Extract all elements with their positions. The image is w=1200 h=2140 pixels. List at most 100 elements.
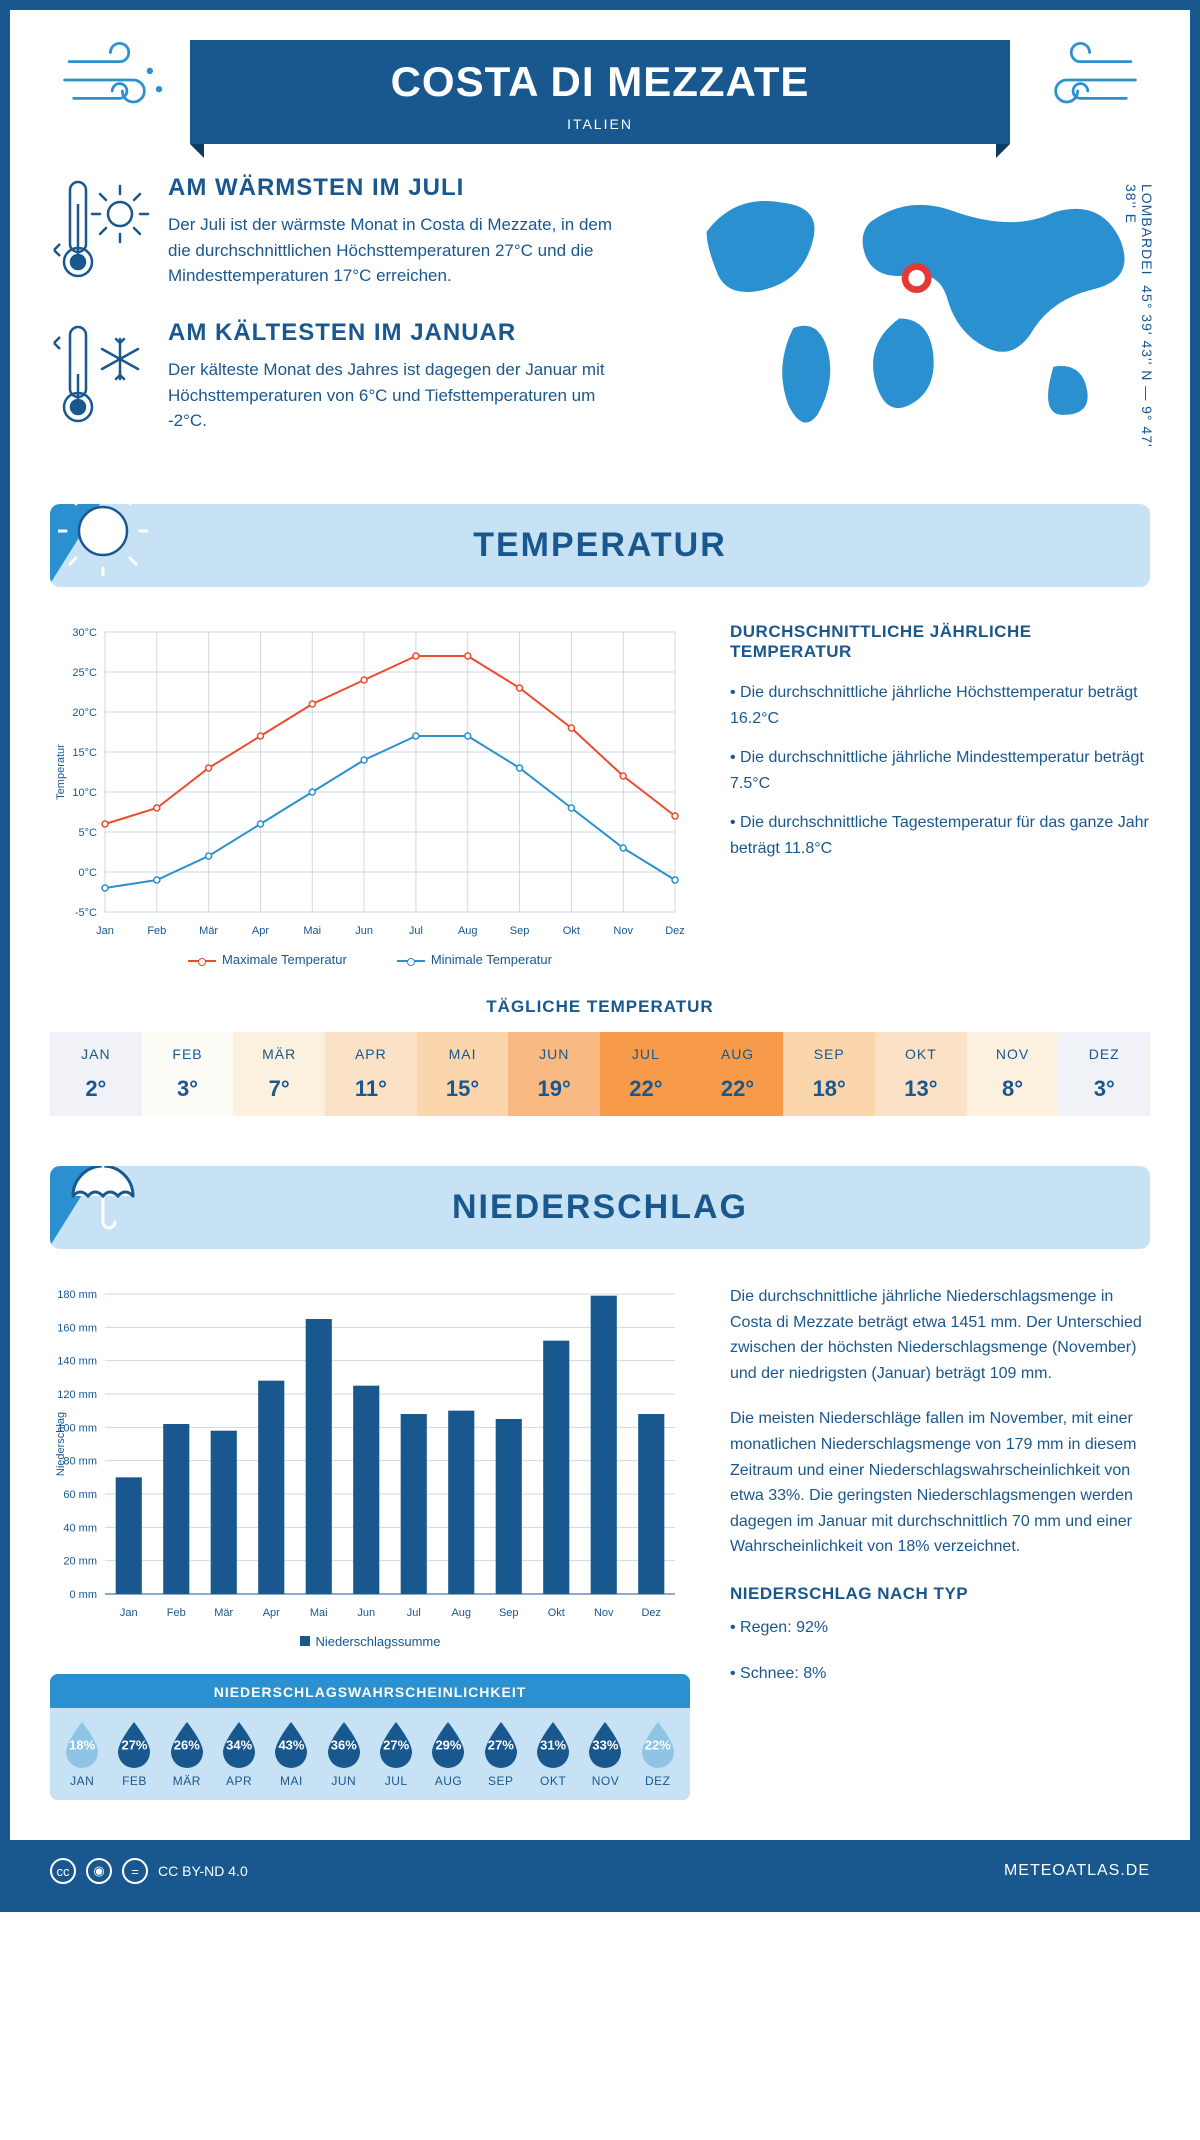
precip-text-2: Die meisten Niederschläge fallen im Nove… [730, 1406, 1150, 1560]
daily-temp-cell: DEZ3° [1058, 1032, 1150, 1116]
svg-text:0 mm: 0 mm [70, 1589, 98, 1601]
wind-icon [60, 40, 170, 125]
daily-temp-cell: JUN19° [508, 1032, 600, 1116]
svg-text:60 mm: 60 mm [63, 1489, 97, 1501]
precipitation-header: NIEDERSCHLAG [50, 1166, 1150, 1249]
probability-drop: 36%JUN [318, 1720, 370, 1788]
nd-icon: = [122, 1858, 148, 1884]
svg-text:Aug: Aug [458, 925, 478, 937]
daily-temp-cell: NOV8° [967, 1032, 1059, 1116]
svg-text:0°C: 0°C [79, 867, 98, 879]
precip-by-type-heading: NIEDERSCHLAG NACH TYP [730, 1580, 1150, 1607]
footer: cc ◉ = CC BY-ND 4.0 METEOATLAS.DE [10, 1840, 1190, 1902]
svg-text:Okt: Okt [548, 1607, 565, 1619]
svg-text:-5°C: -5°C [75, 907, 97, 919]
daily-temp-cell: JAN2° [50, 1032, 142, 1116]
temp-info-heading: DURCHSCHNITTLICHE JÄHRLICHE TEMPERATUR [730, 622, 1150, 662]
svg-text:10°C: 10°C [72, 787, 97, 799]
warmest-heading: AM WÄRMSTEN IM JULI [168, 174, 628, 202]
svg-text:Jan: Jan [96, 925, 114, 937]
svg-text:Feb: Feb [147, 925, 166, 937]
svg-text:Jan: Jan [120, 1607, 138, 1619]
by-icon: ◉ [86, 1858, 112, 1884]
temperature-info: DURCHSCHNITTLICHE JÄHRLICHE TEMPERATUR •… [730, 622, 1150, 967]
svg-text:Sep: Sep [499, 1607, 519, 1619]
daily-temperature-bar: JAN2°FEB3°MÄR7°APR11°MAI15°JUN19°JUL22°A… [50, 1032, 1150, 1116]
license-text: CC BY-ND 4.0 [158, 1863, 248, 1879]
svg-text:Dez: Dez [641, 1607, 661, 1619]
probability-drop: 22%DEZ [632, 1720, 684, 1788]
probability-drop: 33%NOV [579, 1720, 631, 1788]
svg-text:Jul: Jul [409, 925, 423, 937]
probability-drop: 34%APR [213, 1720, 265, 1788]
intro-section: AM WÄRMSTEN IM JULI Der Juli ist der wär… [50, 174, 1150, 464]
temperature-legend: Maximale Temperatur Minimale Temperatur [50, 952, 690, 967]
temp-info-bullet: • Die durchschnittliche jährliche Höchst… [730, 680, 1150, 731]
svg-text:Mai: Mai [303, 925, 321, 937]
probability-drop: 27%JUL [370, 1720, 422, 1788]
svg-text:Nov: Nov [594, 1607, 614, 1619]
probability-drop: 26%MÄR [161, 1720, 213, 1788]
svg-text:15°C: 15°C [72, 747, 97, 759]
svg-text:30°C: 30°C [72, 627, 97, 639]
svg-text:Aug: Aug [451, 1607, 471, 1619]
umbrella-icon [58, 1166, 148, 1243]
probability-drop: 31%OKT [527, 1720, 579, 1788]
precip-type-bullet: • Schnee: 8% [730, 1661, 1150, 1687]
probability-drop: 43%MAI [265, 1720, 317, 1788]
site-name: METEOATLAS.DE [1004, 1862, 1150, 1880]
daily-temp-cell: MAI15° [417, 1032, 509, 1116]
daily-temp-cell: FEB3° [142, 1032, 234, 1116]
probability-drop: 27%SEP [475, 1720, 527, 1788]
precipitation-bar-chart: 0 mm20 mm40 mm60 mm80 mm100 mm120 mm140 … [50, 1284, 690, 1624]
world-map-icon [668, 174, 1150, 449]
wind-icon [1030, 40, 1140, 125]
warmest-text: Der Juli ist der wärmste Monat in Costa … [168, 212, 628, 289]
coldest-heading: AM KÄLTESTEN IM JANUAR [168, 319, 628, 347]
svg-text:Niederschlag: Niederschlag [55, 1412, 67, 1476]
svg-text:Jun: Jun [357, 1607, 375, 1619]
cc-icon: cc [50, 1858, 76, 1884]
probability-drop: 29%AUG [422, 1720, 474, 1788]
svg-text:80 mm: 80 mm [63, 1456, 97, 1468]
temp-info-bullet: • Die durchschnittliche jährliche Mindes… [730, 745, 1150, 796]
svg-text:160 mm: 160 mm [57, 1322, 97, 1334]
svg-text:Jun: Jun [355, 925, 373, 937]
svg-text:40 mm: 40 mm [63, 1522, 97, 1534]
daily-temp-cell: AUG22° [692, 1032, 784, 1116]
temp-info-bullet: • Die durchschnittliche Tagestemperatur … [730, 810, 1150, 861]
thermometer-snow-icon [50, 319, 150, 434]
probability-drop: 18%JAN [56, 1720, 108, 1788]
svg-text:25°C: 25°C [72, 667, 97, 679]
page-title: COSTA DI MEZZATE [190, 58, 1010, 106]
precip-legend: Niederschlagssumme [50, 1634, 690, 1649]
country-label: ITALIEN [190, 116, 1010, 132]
sun-icon [58, 504, 148, 581]
daily-temp-cell: OKT13° [875, 1032, 967, 1116]
svg-text:20°C: 20°C [72, 707, 97, 719]
precipitation-info: Die durchschnittliche jährliche Niedersc… [730, 1284, 1150, 1800]
temperature-header: TEMPERATUR [50, 504, 1150, 587]
svg-text:Mär: Mär [199, 925, 218, 937]
thermometer-sun-icon [50, 174, 150, 289]
svg-text:140 mm: 140 mm [57, 1356, 97, 1368]
coldest-text: Der kälteste Monat des Jahres ist dagege… [168, 357, 628, 434]
svg-text:180 mm: 180 mm [57, 1289, 97, 1301]
coldest-block: AM KÄLTESTEN IM JANUAR Der kälteste Mona… [50, 319, 628, 434]
svg-text:Nov: Nov [613, 925, 633, 937]
precip-text-1: Die durchschnittliche jährliche Niedersc… [730, 1284, 1150, 1386]
daily-temp-title: TÄGLICHE TEMPERATUR [50, 997, 1150, 1017]
infographic-page: COSTA DI MEZZATE ITALIEN AM WÄRMSTEN IM … [0, 0, 1200, 1912]
precipitation-title: NIEDERSCHLAG [50, 1188, 1150, 1227]
precip-type-bullet: • Regen: 92% [730, 1615, 1150, 1641]
daily-temp-cell: MÄR7° [233, 1032, 325, 1116]
probability-drop: 27%FEB [108, 1720, 160, 1788]
svg-text:Feb: Feb [167, 1607, 186, 1619]
svg-text:Apr: Apr [252, 925, 269, 937]
svg-text:Dez: Dez [665, 925, 685, 937]
temperature-title: TEMPERATUR [50, 526, 1150, 565]
svg-text:Apr: Apr [263, 1607, 280, 1619]
daily-temp-cell: JUL22° [600, 1032, 692, 1116]
license: cc ◉ = CC BY-ND 4.0 [50, 1858, 248, 1884]
svg-text:Mär: Mär [214, 1607, 233, 1619]
